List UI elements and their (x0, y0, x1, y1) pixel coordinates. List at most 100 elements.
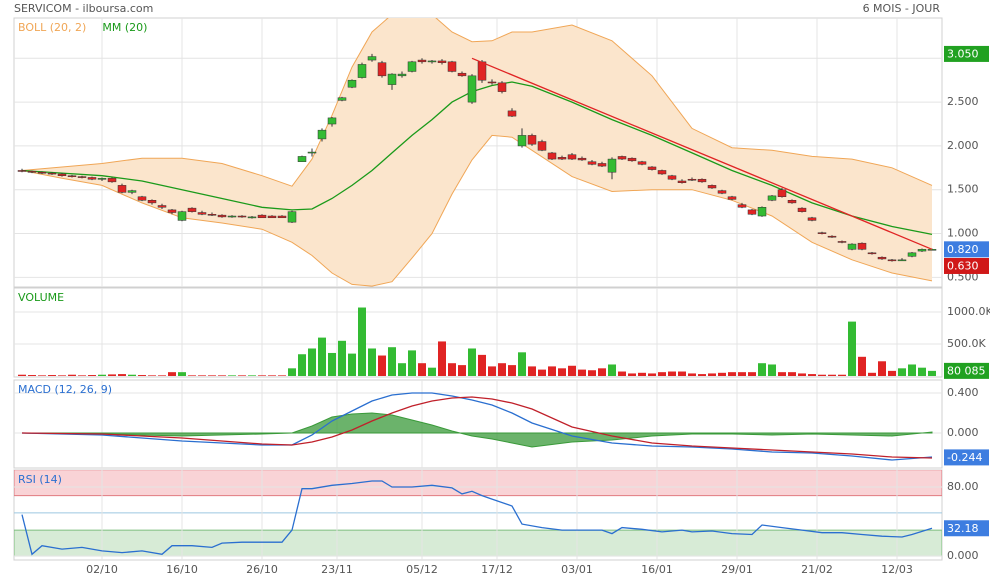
page-title: SERVICOM - ilboursa.com (14, 2, 153, 15)
candle-body (257, 214, 267, 219)
candle-body (387, 73, 397, 85)
volume-bar (898, 368, 906, 377)
volume-bar (228, 375, 236, 377)
rsi-zone (14, 470, 942, 497)
volume-bar (728, 372, 736, 377)
volume-bar (588, 370, 596, 377)
volume-bar (538, 369, 546, 377)
candle-body (777, 189, 787, 197)
candle-body (417, 59, 427, 63)
candle-body (527, 135, 537, 145)
candle-body (917, 249, 927, 252)
candle-body (237, 215, 247, 218)
volume-bar (808, 374, 816, 377)
candle-body (577, 157, 587, 161)
volume-bar (438, 341, 446, 377)
candle-body (457, 72, 467, 77)
price-tag (944, 362, 989, 379)
volume-bar (528, 366, 536, 377)
volume-bar (388, 347, 396, 377)
y-tick-label: 2.000 (947, 139, 979, 152)
volume-bar (868, 372, 876, 377)
candle-body (707, 185, 717, 189)
x-tick-label: 16/10 (166, 563, 198, 576)
candle-body (247, 216, 257, 219)
candle-body (147, 200, 157, 204)
candle-body (447, 61, 457, 72)
x-tick-label: 29/01 (721, 563, 753, 576)
x-tick-label: 16/01 (641, 563, 673, 576)
volume-bar (478, 354, 486, 377)
y-tick-label: 0.000 (947, 549, 979, 562)
candle-body (327, 117, 337, 125)
volume-bar (628, 373, 636, 377)
candle-body (497, 82, 507, 92)
candle-body (97, 178, 107, 180)
candle-body (767, 195, 777, 201)
candle-body (887, 259, 897, 262)
volume-bar (38, 375, 46, 377)
candle-body (607, 158, 617, 173)
candle-body (307, 151, 317, 154)
candle-body (587, 161, 597, 165)
volume-bar (858, 356, 866, 377)
candle-body (827, 235, 837, 238)
candle-body (227, 215, 237, 218)
volume-bar (768, 364, 776, 377)
volume-bar (668, 371, 676, 377)
price-tag (944, 257, 989, 274)
candle-body (287, 211, 297, 223)
volume-bar (28, 375, 36, 377)
x-tick-label: 03/01 (561, 563, 593, 576)
volume-bar (648, 373, 656, 377)
volume-bar (368, 348, 376, 377)
candle-body (127, 190, 137, 193)
volume-bar (558, 368, 566, 377)
candle-body (187, 207, 197, 212)
volume-bar (58, 375, 66, 377)
volume-bar (778, 372, 786, 377)
candle-body (337, 97, 347, 101)
candle-body (547, 152, 557, 160)
price-tag-label: 3.050 (947, 47, 979, 60)
panel-plot (14, 288, 942, 377)
panel-title: RSI (14) (18, 473, 62, 486)
candle-body (867, 252, 877, 255)
volume-bar (188, 375, 196, 377)
panel-title: VOLUME (18, 291, 64, 304)
volume-bar (328, 352, 336, 377)
x-tick-label: 05/12 (406, 563, 438, 576)
volume-bar (488, 366, 496, 377)
volume-bar (658, 372, 666, 377)
candle-body (317, 129, 327, 140)
price-tag (944, 45, 989, 62)
volume-bar (718, 372, 726, 377)
volume-bar (408, 350, 416, 377)
x-tick-label: 12/03 (881, 563, 913, 576)
volume-bar (788, 372, 796, 377)
y-tick-label: 1.500 (947, 183, 979, 196)
candle-body (727, 196, 737, 200)
legend-label: MM (20) (102, 21, 147, 34)
volume-bar (48, 375, 56, 377)
panel-frame (13, 379, 943, 469)
candle-body (697, 178, 707, 183)
candle-body (487, 81, 497, 84)
candle-body (117, 185, 127, 193)
candle-body (677, 180, 687, 183)
y-tick-label: 2.500 (947, 95, 979, 108)
candle-body (617, 156, 627, 160)
candle-body (717, 190, 727, 194)
volume-bar (18, 374, 26, 377)
volume-bar (148, 375, 156, 377)
panel-title: MACD (12, 26, 9) (18, 383, 112, 396)
volume-bar (138, 375, 146, 377)
candle-body (667, 175, 677, 180)
candle-body (27, 171, 37, 173)
volume-bar (518, 352, 526, 377)
candle-body (477, 61, 487, 81)
candle-body (557, 157, 567, 160)
volume-bar (238, 375, 246, 377)
candle-body (367, 56, 377, 61)
